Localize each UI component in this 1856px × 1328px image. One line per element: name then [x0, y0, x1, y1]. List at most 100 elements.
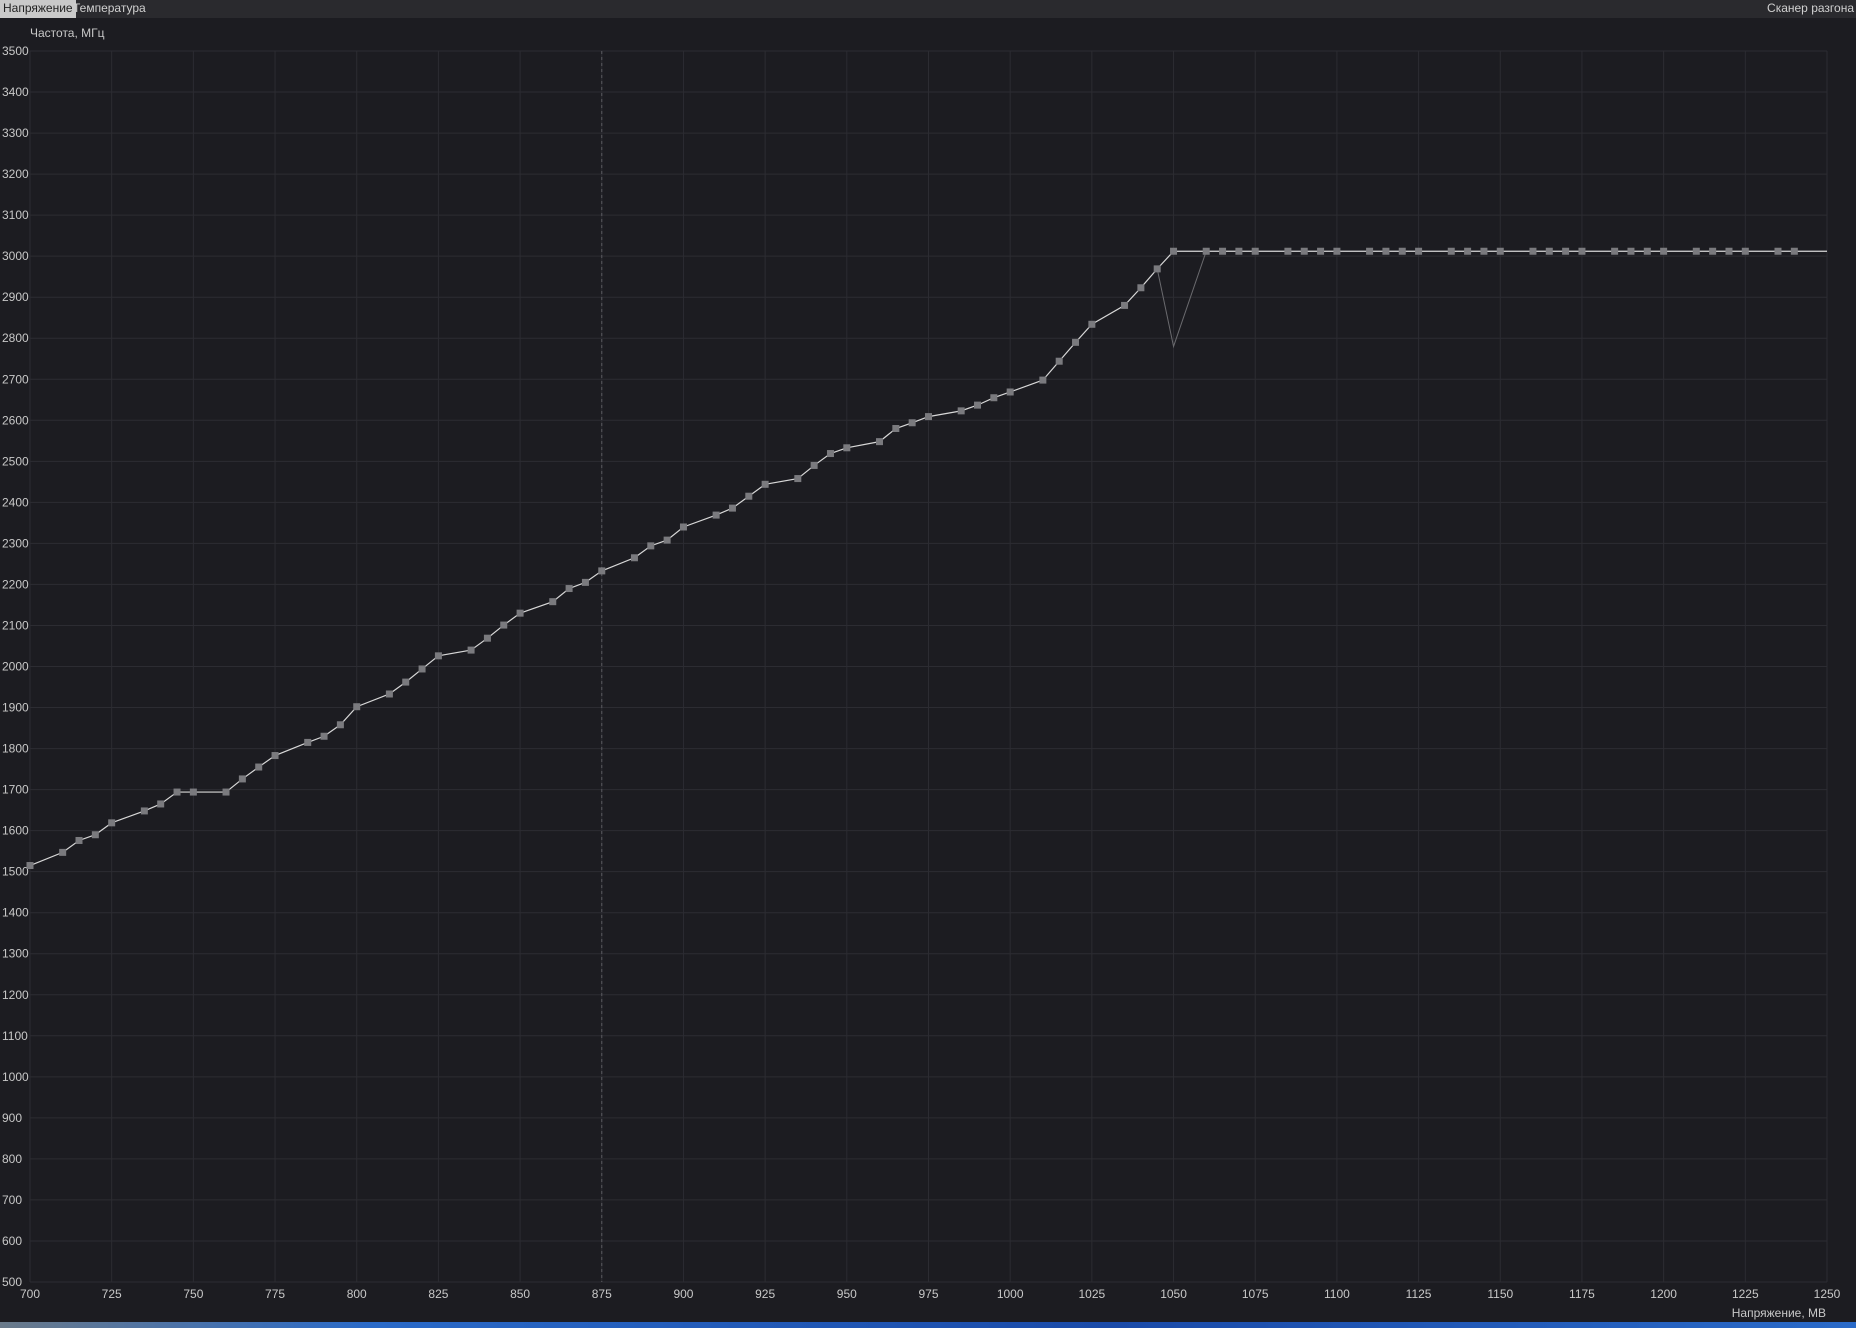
curve-point[interactable] [1153, 265, 1161, 273]
curve-point[interactable] [1039, 376, 1047, 384]
curve-point[interactable] [663, 536, 671, 544]
curve-point[interactable] [1480, 247, 1488, 255]
curve-point[interactable] [810, 461, 818, 469]
y-tick-label: 600 [2, 1234, 22, 1248]
curve-point[interactable] [320, 732, 328, 740]
curve-point[interactable] [908, 419, 916, 427]
curve-point[interactable] [91, 831, 99, 839]
curve-point[interactable] [238, 775, 246, 783]
curve-point[interactable] [467, 646, 475, 654]
curve-point[interactable] [761, 480, 769, 488]
curve-point[interactable] [402, 678, 410, 686]
x-tick-label: 750 [183, 1287, 203, 1301]
curve-point[interactable] [1447, 247, 1455, 255]
curve-point[interactable] [565, 585, 573, 593]
curve-point[interactable] [1088, 320, 1096, 328]
curve-point[interactable] [336, 721, 344, 729]
curve-point[interactable] [728, 504, 736, 512]
curve-point[interactable] [1121, 301, 1129, 309]
y-tick-label: 3100 [2, 208, 29, 222]
curve-point[interactable] [75, 836, 83, 844]
curve-point[interactable] [1251, 247, 1259, 255]
curve-point[interactable] [26, 862, 34, 870]
curve-point[interactable] [1284, 247, 1292, 255]
curve-point[interactable] [173, 788, 181, 796]
curve-point[interactable] [418, 665, 426, 673]
x-axis-label: Напряжение, МВ [1731, 1306, 1826, 1320]
curve-point[interactable] [1415, 247, 1423, 255]
curve-point[interactable] [1382, 247, 1390, 255]
curve-point[interactable] [59, 848, 67, 856]
curve-point[interactable] [434, 652, 442, 660]
curve-point[interactable] [353, 703, 361, 711]
curve-point[interactable] [189, 788, 197, 796]
curve-point[interactable] [647, 542, 655, 550]
x-tick-label: 725 [102, 1287, 122, 1301]
curve-point[interactable] [1464, 247, 1472, 255]
curve-point[interactable] [304, 738, 312, 746]
curve-point[interactable] [1496, 247, 1504, 255]
curve-point[interactable] [1072, 338, 1080, 346]
y-tick-label: 3000 [2, 249, 29, 263]
curve-point[interactable] [974, 401, 982, 409]
curve-point[interactable] [1562, 247, 1570, 255]
curve-point[interactable] [1545, 247, 1553, 255]
curve-point[interactable] [1366, 247, 1374, 255]
curve-point[interactable] [1660, 247, 1668, 255]
curve-point[interactable] [1578, 247, 1586, 255]
curve-point[interactable] [1055, 357, 1063, 365]
curve-point[interactable] [826, 450, 834, 458]
tab-voltage[interactable]: Напряжение [0, 0, 76, 18]
curve-point[interactable] [1202, 247, 1210, 255]
curve-point[interactable] [1398, 247, 1406, 255]
x-tick-label: 700 [20, 1287, 40, 1301]
curve-point[interactable] [1741, 247, 1749, 255]
curve-point[interactable] [1725, 247, 1733, 255]
curve-point[interactable] [385, 690, 393, 698]
curve-point[interactable] [108, 819, 116, 827]
curve-point[interactable] [1333, 247, 1341, 255]
curve-point[interactable] [1643, 247, 1651, 255]
tab-temperature[interactable]: Температура [73, 1, 146, 15]
curve-point[interactable] [549, 598, 557, 606]
curve-point[interactable] [875, 438, 883, 446]
oc-scanner-button[interactable]: Сканер разгона [1767, 1, 1854, 15]
curve-point[interactable] [1219, 247, 1227, 255]
curve-point[interactable] [1790, 247, 1798, 255]
curve-point[interactable] [140, 807, 148, 815]
curve-point[interactable] [843, 444, 851, 452]
curve-point[interactable] [925, 413, 932, 421]
curve-point[interactable] [1709, 247, 1717, 255]
curve-point[interactable] [1611, 247, 1619, 255]
curve-point[interactable] [1235, 247, 1243, 255]
curve-point[interactable] [745, 492, 753, 500]
curve-point[interactable] [1774, 247, 1782, 255]
curve-point[interactable] [581, 578, 589, 586]
curve-point[interactable] [598, 567, 606, 575]
curve-point[interactable] [990, 394, 998, 402]
x-tick-label: 1250 [1814, 1287, 1841, 1301]
curve-point[interactable] [1529, 247, 1537, 255]
curve-point[interactable] [1170, 247, 1178, 255]
curve-point[interactable] [1692, 247, 1700, 255]
curve-point[interactable] [1300, 247, 1308, 255]
curve-point[interactable] [1006, 388, 1014, 396]
curve-point[interactable] [271, 752, 279, 760]
y-tick-label: 2800 [2, 331, 29, 345]
curve-point[interactable] [255, 763, 263, 771]
curve-point[interactable] [957, 407, 965, 415]
curve-point[interactable] [794, 475, 802, 483]
curve-point[interactable] [222, 788, 230, 796]
curve-point[interactable] [892, 425, 900, 433]
curve-point[interactable] [712, 511, 720, 519]
curve-point[interactable] [679, 523, 687, 531]
curve-point[interactable] [500, 621, 508, 629]
curve-point[interactable] [1137, 284, 1145, 292]
curve-point[interactable] [157, 800, 165, 808]
curve-point[interactable] [1317, 247, 1325, 255]
curve-point[interactable] [483, 634, 491, 642]
curve-point[interactable] [516, 609, 524, 617]
curve-point[interactable] [630, 554, 638, 562]
curve-point[interactable] [1627, 247, 1635, 255]
